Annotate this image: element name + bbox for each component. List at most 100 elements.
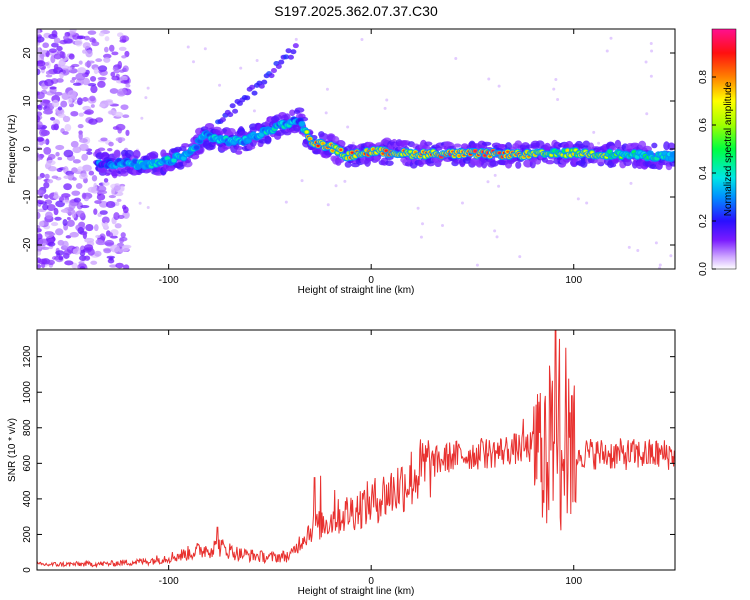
noise-blob — [53, 63, 59, 71]
ridge-peak — [384, 149, 388, 152]
noise-dot — [554, 78, 558, 82]
noise-dot — [487, 77, 491, 81]
noise-dot — [186, 45, 190, 49]
noise-blob — [37, 68, 41, 76]
noise-dot — [146, 86, 150, 90]
noise-dot — [419, 235, 423, 239]
noise-blob — [119, 75, 128, 82]
noise-blob — [47, 179, 54, 184]
noise-blob — [79, 266, 86, 269]
noise-dot — [255, 58, 259, 62]
noise-blob — [108, 194, 116, 199]
x-tick-label: 100 — [565, 576, 582, 587]
noise-blob — [40, 246, 50, 251]
noise-blob — [56, 167, 63, 173]
noise-blob — [77, 226, 85, 235]
ridge-peak — [408, 150, 413, 154]
noise-blob — [116, 198, 122, 202]
colorbar-tick-label: 0.6 — [698, 118, 709, 132]
noise-blob — [37, 211, 41, 220]
ridge-halo — [235, 150, 243, 155]
ridge-halo — [294, 107, 305, 113]
noise-blob — [37, 36, 45, 43]
noise-blob — [59, 71, 64, 79]
noise-blob — [94, 200, 102, 204]
noise-dot — [138, 201, 142, 205]
y-tick-label: -20 — [22, 237, 33, 252]
noise-blob — [37, 258, 48, 265]
harmonic-blob — [212, 128, 219, 134]
noise-dot — [300, 179, 304, 183]
noise-blob — [55, 144, 65, 151]
ridge-core — [194, 145, 200, 150]
noise-blob — [91, 41, 100, 47]
noise-blob — [119, 237, 125, 244]
noise-dot — [493, 229, 497, 233]
ridge-peak — [549, 153, 554, 157]
noise-blob — [81, 192, 87, 200]
ridge-halo — [481, 159, 488, 169]
harmonic-blob — [227, 112, 234, 118]
noise-blob — [117, 88, 128, 95]
noise-blob — [93, 208, 98, 215]
noise-dot — [636, 249, 640, 253]
ridge-peak — [473, 149, 477, 153]
noise-blob — [62, 219, 68, 227]
noise-blob — [75, 72, 86, 81]
noise-blob — [63, 149, 74, 158]
noise-blob — [87, 83, 97, 87]
noise-dot — [609, 36, 613, 40]
harmonic-blob — [258, 83, 265, 89]
noise-blob — [57, 106, 63, 111]
noise-blob — [79, 249, 86, 257]
ridge-halo — [481, 141, 492, 146]
harmonic-blob — [244, 95, 251, 101]
noise-blob — [123, 264, 130, 269]
noise-blob — [55, 151, 60, 157]
noise-blob — [45, 211, 53, 220]
ridge-peak — [488, 155, 492, 158]
noise-blob — [108, 232, 114, 238]
noise-blob — [58, 59, 66, 67]
colorbar — [711, 28, 737, 270]
noise-dot — [576, 197, 580, 201]
noise-blob — [118, 69, 125, 73]
colorbar-tick-label: 0.4 — [698, 166, 709, 180]
noise-blob — [58, 255, 64, 261]
noise-blob — [107, 110, 117, 115]
noise-dot — [495, 235, 499, 239]
noise-blob — [51, 175, 59, 179]
noise-blob — [84, 61, 92, 68]
noise-blob — [40, 99, 50, 107]
ridge-halo — [515, 161, 522, 169]
ridge-peak — [316, 144, 320, 147]
harmonic-blob — [278, 59, 285, 65]
noise-blob — [47, 241, 56, 247]
y-tick-label: -10 — [22, 189, 33, 204]
harmonic-blob — [268, 73, 275, 79]
noise-blob — [53, 191, 59, 198]
noise-blob — [44, 79, 54, 87]
noise-blob — [63, 183, 72, 191]
ridge-core — [181, 156, 187, 161]
noise-dot — [669, 254, 673, 258]
noise-blob — [65, 235, 72, 239]
noise-dot — [351, 141, 355, 145]
noise-blob — [90, 104, 95, 108]
noise-blob — [37, 225, 41, 229]
noise-blob — [90, 260, 98, 265]
y-tick-label: 200 — [22, 526, 33, 543]
noise-blob — [121, 55, 127, 59]
noise-blob — [38, 220, 45, 227]
noise-blob — [75, 183, 83, 190]
noise-blob — [91, 174, 98, 182]
noise-blob — [97, 76, 107, 81]
noise-blob — [104, 36, 110, 42]
noise-blob — [102, 181, 110, 186]
chart-title: S197.2025.362.07.37.C30 — [274, 3, 438, 19]
noise-blob — [64, 123, 72, 132]
noise-blob — [74, 38, 83, 47]
noise-blob — [37, 29, 41, 36]
noise-blob — [45, 74, 53, 78]
y-tick-label: 20 — [22, 47, 33, 59]
